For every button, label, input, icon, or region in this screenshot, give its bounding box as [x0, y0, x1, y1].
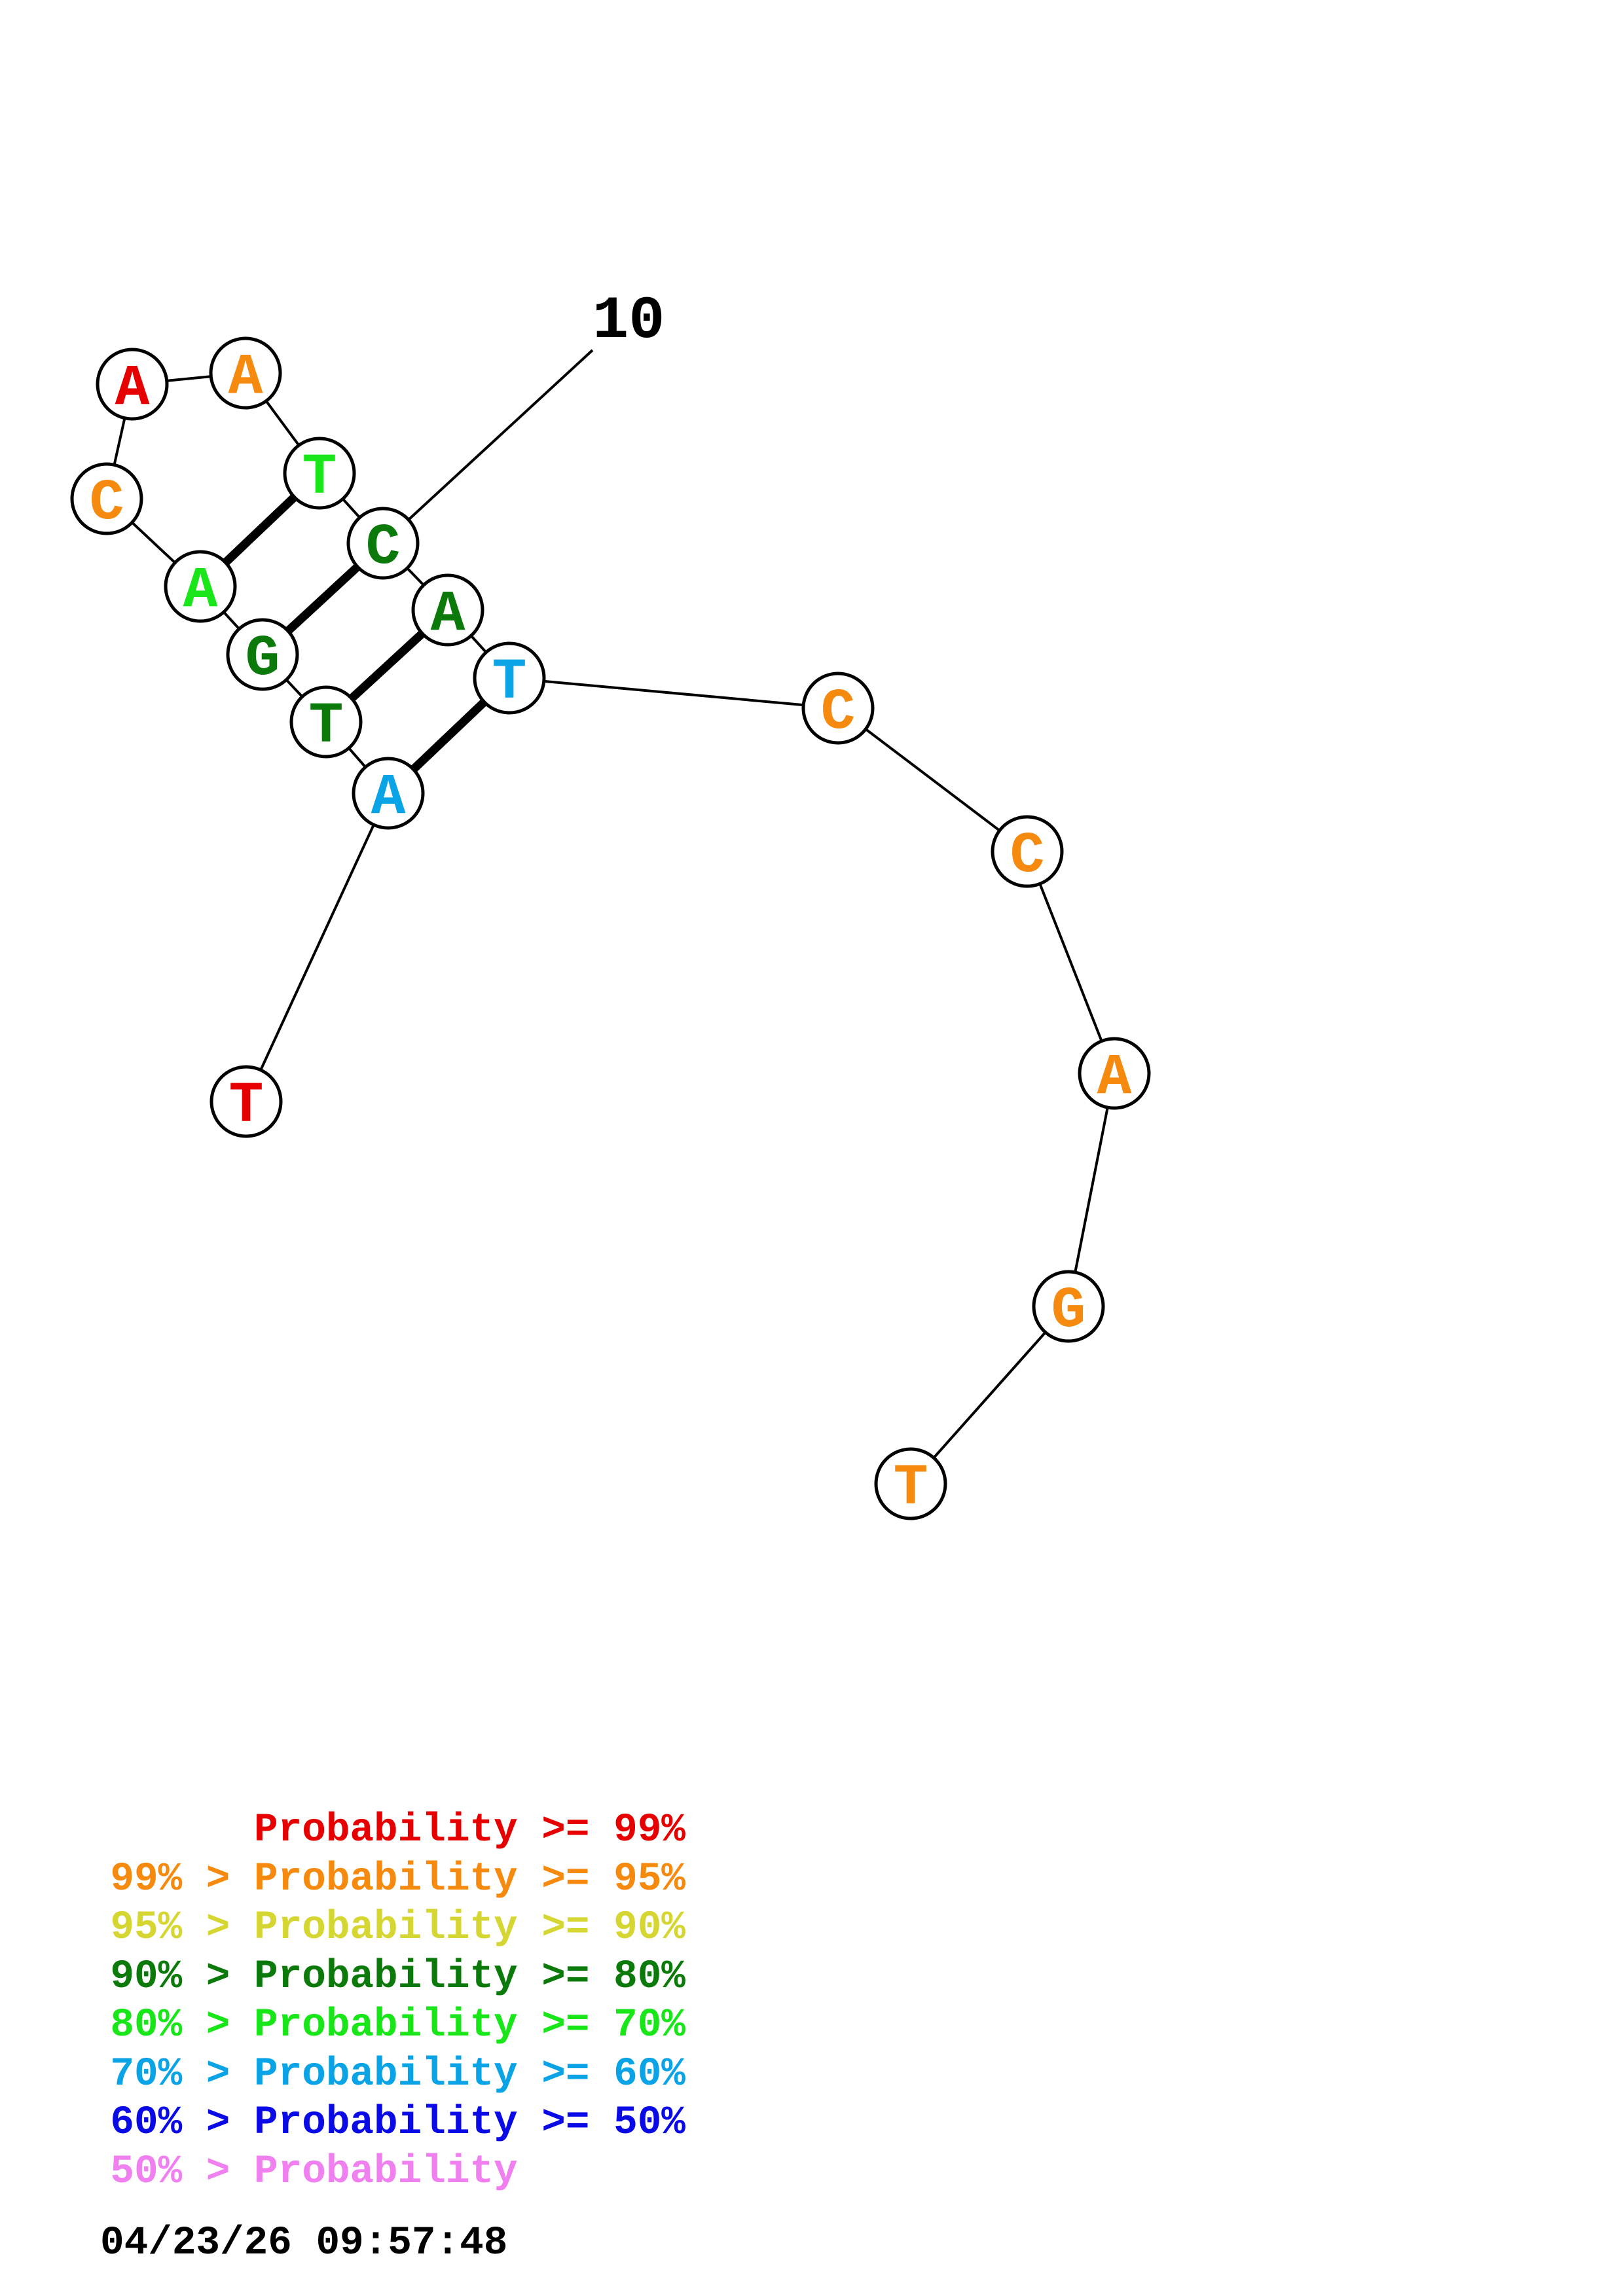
legend-label: Probability >= 50%	[254, 2100, 685, 2145]
legend-prefix: 90% >	[110, 1954, 254, 2000]
nucleotide-circle	[226, 618, 299, 691]
index-marker: 10	[382, 287, 665, 545]
nucleotide-base-label: T	[309, 694, 344, 759]
base-pair-bonds	[222, 493, 488, 773]
index-marker-line	[382, 349, 594, 545]
nucleotide-circle	[96, 348, 169, 421]
legend-row: 70% > Probability >= 60%	[0, 2051, 851, 2100]
nucleotide-7: A	[96, 348, 169, 422]
nucleotide-base-label: G	[1051, 1279, 1086, 1344]
nucleotide-3: T	[289, 685, 363, 759]
legend-row: 80% > Probability >= 70%	[0, 2001, 851, 2051]
timestamp: 04/23/26 09:57:48	[100, 2221, 508, 2266]
legend-prefix: 60% >	[110, 2100, 254, 2145]
nucleotide-circle	[352, 757, 425, 830]
nucleotide-circle	[283, 437, 356, 510]
base-pair-bond	[222, 493, 298, 566]
nucleotide-base-label: A	[1097, 1046, 1132, 1111]
legend-prefix: 80% >	[110, 2003, 254, 2048]
nucleotide-circle	[801, 672, 875, 745]
nucleotide-17: T	[874, 1447, 947, 1521]
base-pair-bond	[285, 564, 361, 634]
nucleotide-base-label: C	[1010, 824, 1045, 889]
backbone-link	[509, 677, 839, 709]
nucleotide-circle	[346, 507, 420, 580]
nucleotide-14: C	[991, 815, 1064, 889]
nucleotide-base-label: T	[229, 1074, 264, 1139]
base-pair-bond	[410, 698, 488, 773]
legend-label: Probability >= 60%	[254, 2051, 685, 2097]
nucleotide-5: A	[164, 550, 237, 624]
nucleotide-circle	[164, 550, 237, 623]
nucleotide-base-label: A	[183, 559, 218, 624]
legend-label: Probability >= 99%	[254, 1808, 685, 1853]
nucleotide-base-label: T	[492, 651, 527, 715]
legend-label: Probability >= 90%	[254, 1905, 685, 1950]
legend-row: 95% > Probability >= 90%	[0, 1904, 851, 1953]
nucleotide-circle	[1078, 1037, 1151, 1110]
legend-label: Probability >= 95%	[254, 1856, 685, 1902]
nucleotide-6: C	[70, 462, 143, 536]
nucleotide-base-label: C	[821, 681, 856, 745]
nucleotide-base-label: C	[90, 471, 124, 536]
backbone	[105, 372, 1116, 1485]
nucleotide-base-label: C	[366, 516, 401, 581]
probability-legend: Probability >= 99% 99% > Probability >= 9…	[0, 1806, 851, 2197]
backbone-link	[245, 793, 390, 1102]
legend-row: Probability >= 99%	[0, 1806, 851, 1856]
nucleotide-4: G	[226, 618, 299, 692]
legend-label: Probability >= 80%	[254, 1954, 685, 2000]
legend-prefix: 99% >	[110, 1856, 254, 1902]
nucleotide-circle	[209, 336, 282, 410]
backbone-link	[1067, 1073, 1116, 1307]
legend-prefix: 95% >	[110, 1905, 254, 1950]
nucleotide-circle	[991, 815, 1064, 888]
legend-row: 99% > Probability >= 95%	[0, 1856, 851, 1905]
nucleotide-base-label: T	[894, 1456, 928, 1521]
legend-label: Probability >= 70%	[254, 2003, 685, 2048]
nucleotide-base-label: A	[371, 766, 406, 831]
index-marker-label: 10	[593, 287, 665, 355]
legend-prefix: 70% >	[110, 2051, 254, 2097]
nucleotide-circle	[70, 462, 143, 535]
nucleotide-base-label: A	[115, 357, 150, 422]
nucleotide-11: A	[411, 573, 484, 647]
nucleotide-circle	[289, 685, 363, 759]
backbone-link	[909, 1305, 1070, 1485]
nucleotide-13: C	[801, 672, 875, 745]
backbone-link	[837, 707, 1029, 853]
nucleotide-circle	[473, 641, 546, 715]
nucleotide-base-label: A	[228, 346, 263, 410]
base-pair-bond	[348, 630, 426, 702]
nucleotide-base-label: T	[302, 446, 337, 511]
nucleotide-circle	[411, 573, 484, 647]
nucleotide-circle	[1032, 1270, 1105, 1343]
legend-row: 50% > Probability	[0, 2148, 851, 2197]
legend-label: Probability	[254, 2149, 518, 2195]
nucleotide-16: G	[1032, 1270, 1105, 1344]
nucleotide-8: A	[209, 336, 282, 410]
backbone-link	[1026, 851, 1116, 1074]
nucleotide-9: T	[283, 437, 356, 511]
nucleotide-circle	[210, 1065, 283, 1138]
legend-row: 60% > Probability >= 50%	[0, 2099, 851, 2148]
legend-prefix: 50% >	[110, 2149, 254, 2195]
nucleotide-2: A	[352, 757, 425, 831]
nucleotide-15: A	[1078, 1037, 1151, 1111]
nucleotide-10: C	[346, 507, 420, 581]
nucleotide-base-label: A	[431, 583, 465, 647]
legend-row: 90% > Probability >= 80%	[0, 1953, 851, 2002]
nucleotide-circle	[874, 1447, 947, 1520]
nucleotide-12: T	[473, 641, 546, 715]
nucleotide-base-label: G	[246, 627, 280, 692]
nucleotide-1: T	[210, 1065, 283, 1139]
